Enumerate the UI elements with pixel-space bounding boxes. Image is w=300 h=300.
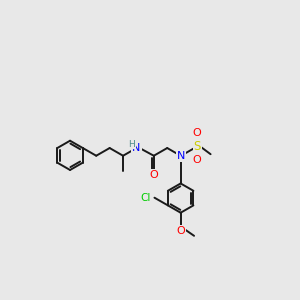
Text: O: O <box>149 170 158 180</box>
Text: N: N <box>132 143 141 153</box>
Text: O: O <box>193 128 202 138</box>
Text: Cl: Cl <box>140 193 151 203</box>
Text: O: O <box>193 154 202 165</box>
Text: H: H <box>128 140 135 149</box>
Text: S: S <box>194 140 201 153</box>
Text: N: N <box>176 151 185 161</box>
Text: O: O <box>176 226 185 236</box>
